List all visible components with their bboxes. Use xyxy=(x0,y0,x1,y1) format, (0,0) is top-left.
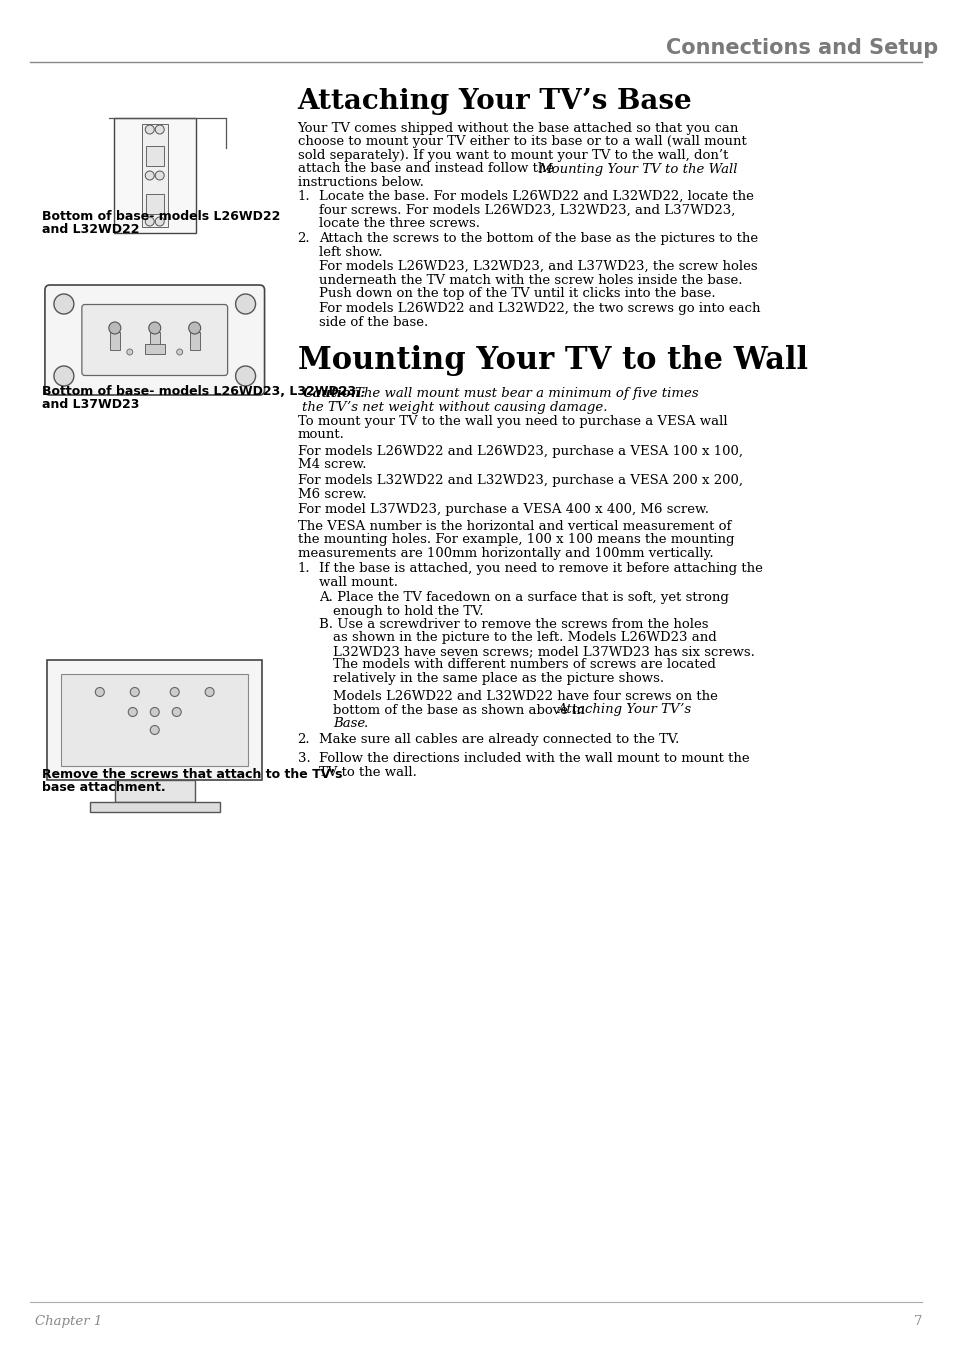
Text: 1.: 1. xyxy=(297,190,310,202)
Text: attach the base and instead follow the: attach the base and instead follow the xyxy=(297,162,558,176)
Text: Your TV comes shipped without the base attached so that you can: Your TV comes shipped without the base a… xyxy=(297,122,739,135)
Bar xyxy=(90,802,219,811)
Text: M6 screw.: M6 screw. xyxy=(297,487,366,501)
Circle shape xyxy=(235,294,255,315)
Text: For models L32WD22 and L32WD23, purchase a VESA 200 x 200,: For models L32WD22 and L32WD23, purchase… xyxy=(297,474,741,487)
Text: TV to the wall.: TV to the wall. xyxy=(319,765,416,779)
Text: Attaching Your TV’s Base: Attaching Your TV’s Base xyxy=(297,88,692,115)
Circle shape xyxy=(155,126,164,134)
Bar xyxy=(150,332,159,350)
Circle shape xyxy=(205,687,213,697)
Text: Make sure all cables are already connected to the TV.: Make sure all cables are already connect… xyxy=(319,733,679,747)
Text: and L32WD22: and L32WD22 xyxy=(42,223,139,236)
Circle shape xyxy=(170,687,179,697)
Circle shape xyxy=(109,323,121,333)
Circle shape xyxy=(235,366,255,386)
Text: choose to mount your TV either to its base or to a wall (wall mount: choose to mount your TV either to its ba… xyxy=(297,135,745,148)
Text: 2.: 2. xyxy=(297,733,310,747)
Text: M4 screw.: M4 screw. xyxy=(297,459,366,471)
Bar xyxy=(145,344,165,354)
Text: measurements are 100mm horizontally and 100mm vertically.: measurements are 100mm horizontally and … xyxy=(297,547,713,560)
Text: enough to hold the TV.: enough to hold the TV. xyxy=(334,605,483,617)
Circle shape xyxy=(189,323,200,333)
Text: B. Use a screwdriver to remove the screws from the holes: B. Use a screwdriver to remove the screw… xyxy=(319,618,708,630)
Text: left show.: left show. xyxy=(319,246,382,258)
Circle shape xyxy=(54,294,73,315)
Text: Base: Base xyxy=(334,717,365,730)
Text: The models with different numbers of screws are located: The models with different numbers of scr… xyxy=(334,659,716,671)
Text: the TV’s net weight without causing damage.: the TV’s net weight without causing dama… xyxy=(302,401,607,413)
Text: bottom of the base as shown above in: bottom of the base as shown above in xyxy=(334,703,589,717)
FancyBboxPatch shape xyxy=(82,305,228,375)
Circle shape xyxy=(155,217,164,225)
Text: four screws. For models L26WD23, L32WD23, and L37WD23,: four screws. For models L26WD23, L32WD23… xyxy=(319,204,735,216)
Bar xyxy=(61,674,248,765)
Text: underneath the TV match with the screw holes inside the base.: underneath the TV match with the screw h… xyxy=(319,274,742,286)
Text: Bottom of base- models L26WD22: Bottom of base- models L26WD22 xyxy=(42,211,280,223)
Text: For models L26WD22 and L32WD22, the two screws go into each: For models L26WD22 and L32WD22, the two … xyxy=(319,302,760,315)
Text: .: . xyxy=(363,717,367,730)
Circle shape xyxy=(150,707,159,717)
Bar xyxy=(142,123,168,227)
Text: side of the base.: side of the base. xyxy=(319,316,428,328)
Circle shape xyxy=(145,171,154,180)
Text: Mounting Your TV to the Wall: Mounting Your TV to the Wall xyxy=(297,346,806,377)
Bar xyxy=(114,780,194,802)
Circle shape xyxy=(54,366,73,386)
Text: Follow the directions included with the wall mount to mount the: Follow the directions included with the … xyxy=(319,752,749,765)
Bar xyxy=(113,117,195,232)
Circle shape xyxy=(172,707,181,717)
Text: The VESA number is the horizontal and vertical measurement of: The VESA number is the horizontal and ve… xyxy=(297,520,730,533)
Text: L32WD23 have seven screws; model L37WD23 has six screws.: L32WD23 have seven screws; model L37WD23… xyxy=(334,645,755,657)
Text: Mounting Your TV to the Wall: Mounting Your TV to the Wall xyxy=(537,162,737,176)
Text: Caution:: Caution: xyxy=(302,387,365,400)
Text: 3.: 3. xyxy=(297,752,310,765)
Text: The wall mount must bear a minimum of five times: The wall mount must bear a minimum of fi… xyxy=(355,387,699,400)
Bar xyxy=(190,332,199,350)
Text: Connections and Setup: Connections and Setup xyxy=(665,38,938,58)
Text: Attach the screws to the bottom of the base as the pictures to the: Attach the screws to the bottom of the b… xyxy=(319,232,758,244)
Text: and L37WD23: and L37WD23 xyxy=(42,398,139,410)
Text: 7: 7 xyxy=(913,1315,922,1328)
Text: Models L26WD22 and L32WD22 have four screws on the: Models L26WD22 and L32WD22 have four scr… xyxy=(334,690,718,703)
Text: mount.: mount. xyxy=(297,428,344,441)
Text: the mounting holes. For example, 100 x 100 means the mounting: the mounting holes. For example, 100 x 1… xyxy=(297,533,733,547)
Circle shape xyxy=(131,687,139,697)
Text: Remove the screws that attach to the TV’s: Remove the screws that attach to the TV’… xyxy=(42,768,342,782)
Text: To mount your TV to the wall you need to purchase a VESA wall: To mount your TV to the wall you need to… xyxy=(297,414,726,428)
Text: sold separately). If you want to mount your TV to the wall, don’t: sold separately). If you want to mount y… xyxy=(297,148,727,162)
Circle shape xyxy=(145,126,154,134)
Circle shape xyxy=(128,707,137,717)
Text: Bottom of base- models L26WD23, L32WD23,: Bottom of base- models L26WD23, L32WD23, xyxy=(42,385,360,398)
Text: Attaching Your TV’s: Attaching Your TV’s xyxy=(557,703,691,717)
Text: A. Place the TV facedown on a surface that is soft, yet strong: A. Place the TV facedown on a surface th… xyxy=(319,591,729,603)
Text: as shown in the picture to the left. Models L26WD23 and: as shown in the picture to the left. Mod… xyxy=(334,632,717,644)
Text: Push down on the top of the TV until it clicks into the base.: Push down on the top of the TV until it … xyxy=(319,288,716,300)
Bar xyxy=(110,332,120,350)
Bar xyxy=(146,193,164,213)
Bar xyxy=(146,146,164,166)
FancyBboxPatch shape xyxy=(45,285,264,396)
Text: locate the three screws.: locate the three screws. xyxy=(319,217,480,230)
Text: instructions below.: instructions below. xyxy=(297,176,423,189)
Text: For model L37WD23, purchase a VESA 400 x 400, M6 screw.: For model L37WD23, purchase a VESA 400 x… xyxy=(297,504,708,516)
Text: If the base is attached, you need to remove it before attaching the: If the base is attached, you need to rem… xyxy=(319,562,762,575)
Circle shape xyxy=(155,171,164,180)
Circle shape xyxy=(150,725,159,734)
Text: Locate the base. For models L26WD22 and L32WD22, locate the: Locate the base. For models L26WD22 and … xyxy=(319,190,754,202)
Text: 1.: 1. xyxy=(297,562,310,575)
Circle shape xyxy=(127,350,132,355)
Text: For models L26WD22 and L26WD23, purchase a VESA 100 x 100,: For models L26WD22 and L26WD23, purchase… xyxy=(297,446,741,458)
Bar xyxy=(48,660,262,780)
Text: base attachment.: base attachment. xyxy=(42,782,166,794)
Text: wall mount.: wall mount. xyxy=(319,575,398,589)
Circle shape xyxy=(149,323,160,333)
Circle shape xyxy=(95,687,104,697)
Text: relatively in the same place as the picture shows.: relatively in the same place as the pict… xyxy=(334,672,664,684)
Circle shape xyxy=(176,350,183,355)
Text: 2.: 2. xyxy=(297,232,310,244)
Text: For models L26WD23, L32WD23, and L37WD23, the screw holes: For models L26WD23, L32WD23, and L37WD23… xyxy=(319,261,758,273)
Circle shape xyxy=(145,217,154,225)
Text: Chapter 1: Chapter 1 xyxy=(35,1315,102,1328)
